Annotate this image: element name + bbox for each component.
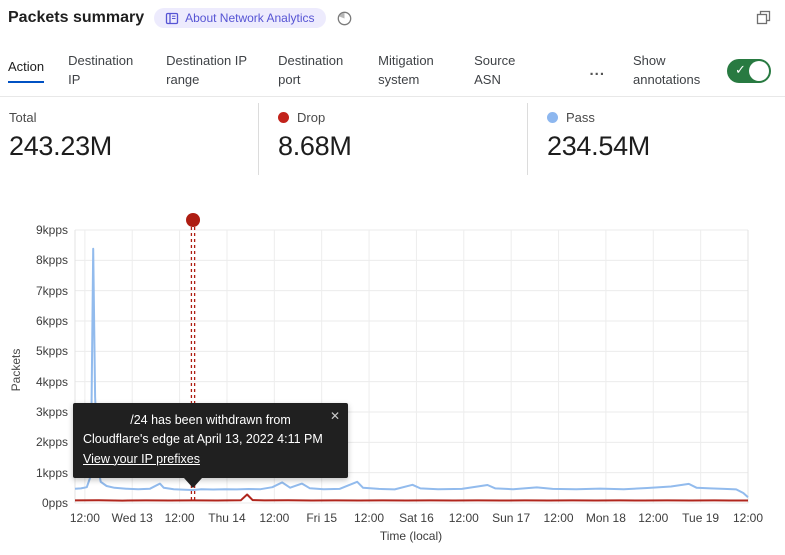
stat-drop-label: Drop <box>297 110 326 125</box>
tab-mitigation-system[interactable]: Mitigation system <box>378 52 434 87</box>
x-tick-label: 12:00 <box>732 511 764 525</box>
x-tick-label: 12:00 <box>259 511 290 525</box>
more-tabs-icon[interactable]: ... <box>589 62 605 79</box>
annotation-tooltip: ✕ /24 has been withdrawn from Cloudflare… <box>73 403 348 489</box>
show-annotations-toggle[interactable]: ✓ <box>727 58 771 83</box>
copy-icon[interactable] <box>756 10 771 30</box>
stats-row: Total 243.23M Drop 8.68M Pass 234.54M <box>0 103 785 175</box>
x-axis-label: Time (local) <box>379 529 443 543</box>
stat-drop-value: 8.68M <box>278 131 352 161</box>
toggle-knob <box>749 60 769 81</box>
y-tick-label: 3kpps <box>35 405 68 419</box>
close-icon[interactable]: ✕ <box>329 409 340 423</box>
x-tick-label: 12:00 <box>448 511 479 525</box>
tab-action[interactable]: Action <box>8 58 45 84</box>
x-tick-label: Wed 13 <box>111 511 153 525</box>
header: Packets summary About Network Analytics <box>8 8 353 28</box>
filter-tabs: Action Destination IP Destination IP ran… <box>0 45 785 97</box>
y-tick-label: 4kpps <box>35 374 68 389</box>
stat-pass-value: 234.54M <box>547 131 650 161</box>
series-drop-line <box>74 493 748 502</box>
stat-pass-label: Pass <box>566 110 595 125</box>
tab-destination-ip[interactable]: Destination IP <box>68 52 134 87</box>
x-tick-label: 12:00 <box>638 511 669 525</box>
annotation-marker-dot[interactable] <box>186 213 201 227</box>
x-tick-label: Thu 14 <box>208 511 246 525</box>
drop-legend-dot <box>278 112 289 123</box>
y-tick-label: 6kpps <box>35 314 68 328</box>
checkmark-icon: ✓ <box>735 61 746 77</box>
packets-line-chart[interactable] <box>0 210 785 510</box>
x-tick-label: Fri 15 <box>306 511 338 525</box>
badge-label: About Network Analytics <box>185 11 315 25</box>
stat-drop: Drop 8.68M <box>258 103 527 175</box>
x-tick-label: Tue 19 <box>682 511 720 525</box>
pass-legend-dot <box>547 112 558 123</box>
tooltip-caret <box>184 478 202 489</box>
x-tick-label: 12:00 <box>164 511 195 525</box>
x-tick-label: 12:00 <box>543 511 574 525</box>
tooltip-line2: Cloudflare's edge at April 13, 2022 4:11… <box>83 432 323 447</box>
x-tick-label: Mon 18 <box>585 511 626 525</box>
x-tick-label: 12:00 <box>354 511 385 525</box>
book-icon <box>165 12 179 25</box>
stat-total-label: Total <box>9 110 37 125</box>
y-tick-label: 1kpps <box>35 465 68 480</box>
y-tick-label: 5kpps <box>35 344 68 359</box>
y-tick-label: 9kpps <box>35 223 68 237</box>
tab-destination-ip-range[interactable]: Destination IP range <box>166 52 247 87</box>
about-network-analytics-badge[interactable]: About Network Analytics <box>154 8 326 28</box>
y-tick-label: 7kpps <box>35 283 68 298</box>
page-title: Packets summary <box>8 9 145 26</box>
clock-icon[interactable] <box>336 10 353 27</box>
show-annotations-label: Show annotations <box>633 52 701 87</box>
y-tick-label: 0pps <box>41 496 68 510</box>
tooltip-line1: /24 has been withdrawn from <box>130 413 291 427</box>
x-tick-label: Sat 16 <box>399 511 434 525</box>
series-pass-line <box>74 247 749 498</box>
x-tick-label: 12:00 <box>69 511 100 525</box>
view-ip-prefixes-link[interactable]: View your IP prefixes <box>83 451 200 466</box>
y-tick-label: 2kpps <box>35 435 68 450</box>
x-tick-label: Sun 17 <box>492 511 531 525</box>
y-tick-label: 8kpps <box>35 253 68 268</box>
stat-total-value: 243.23M <box>9 131 112 161</box>
stat-pass: Pass 234.54M <box>527 103 785 175</box>
tab-destination-port[interactable]: Destination port <box>278 52 344 87</box>
stat-total: Total 243.23M <box>0 103 258 175</box>
tab-source-asn[interactable]: Source ASN <box>474 52 516 87</box>
